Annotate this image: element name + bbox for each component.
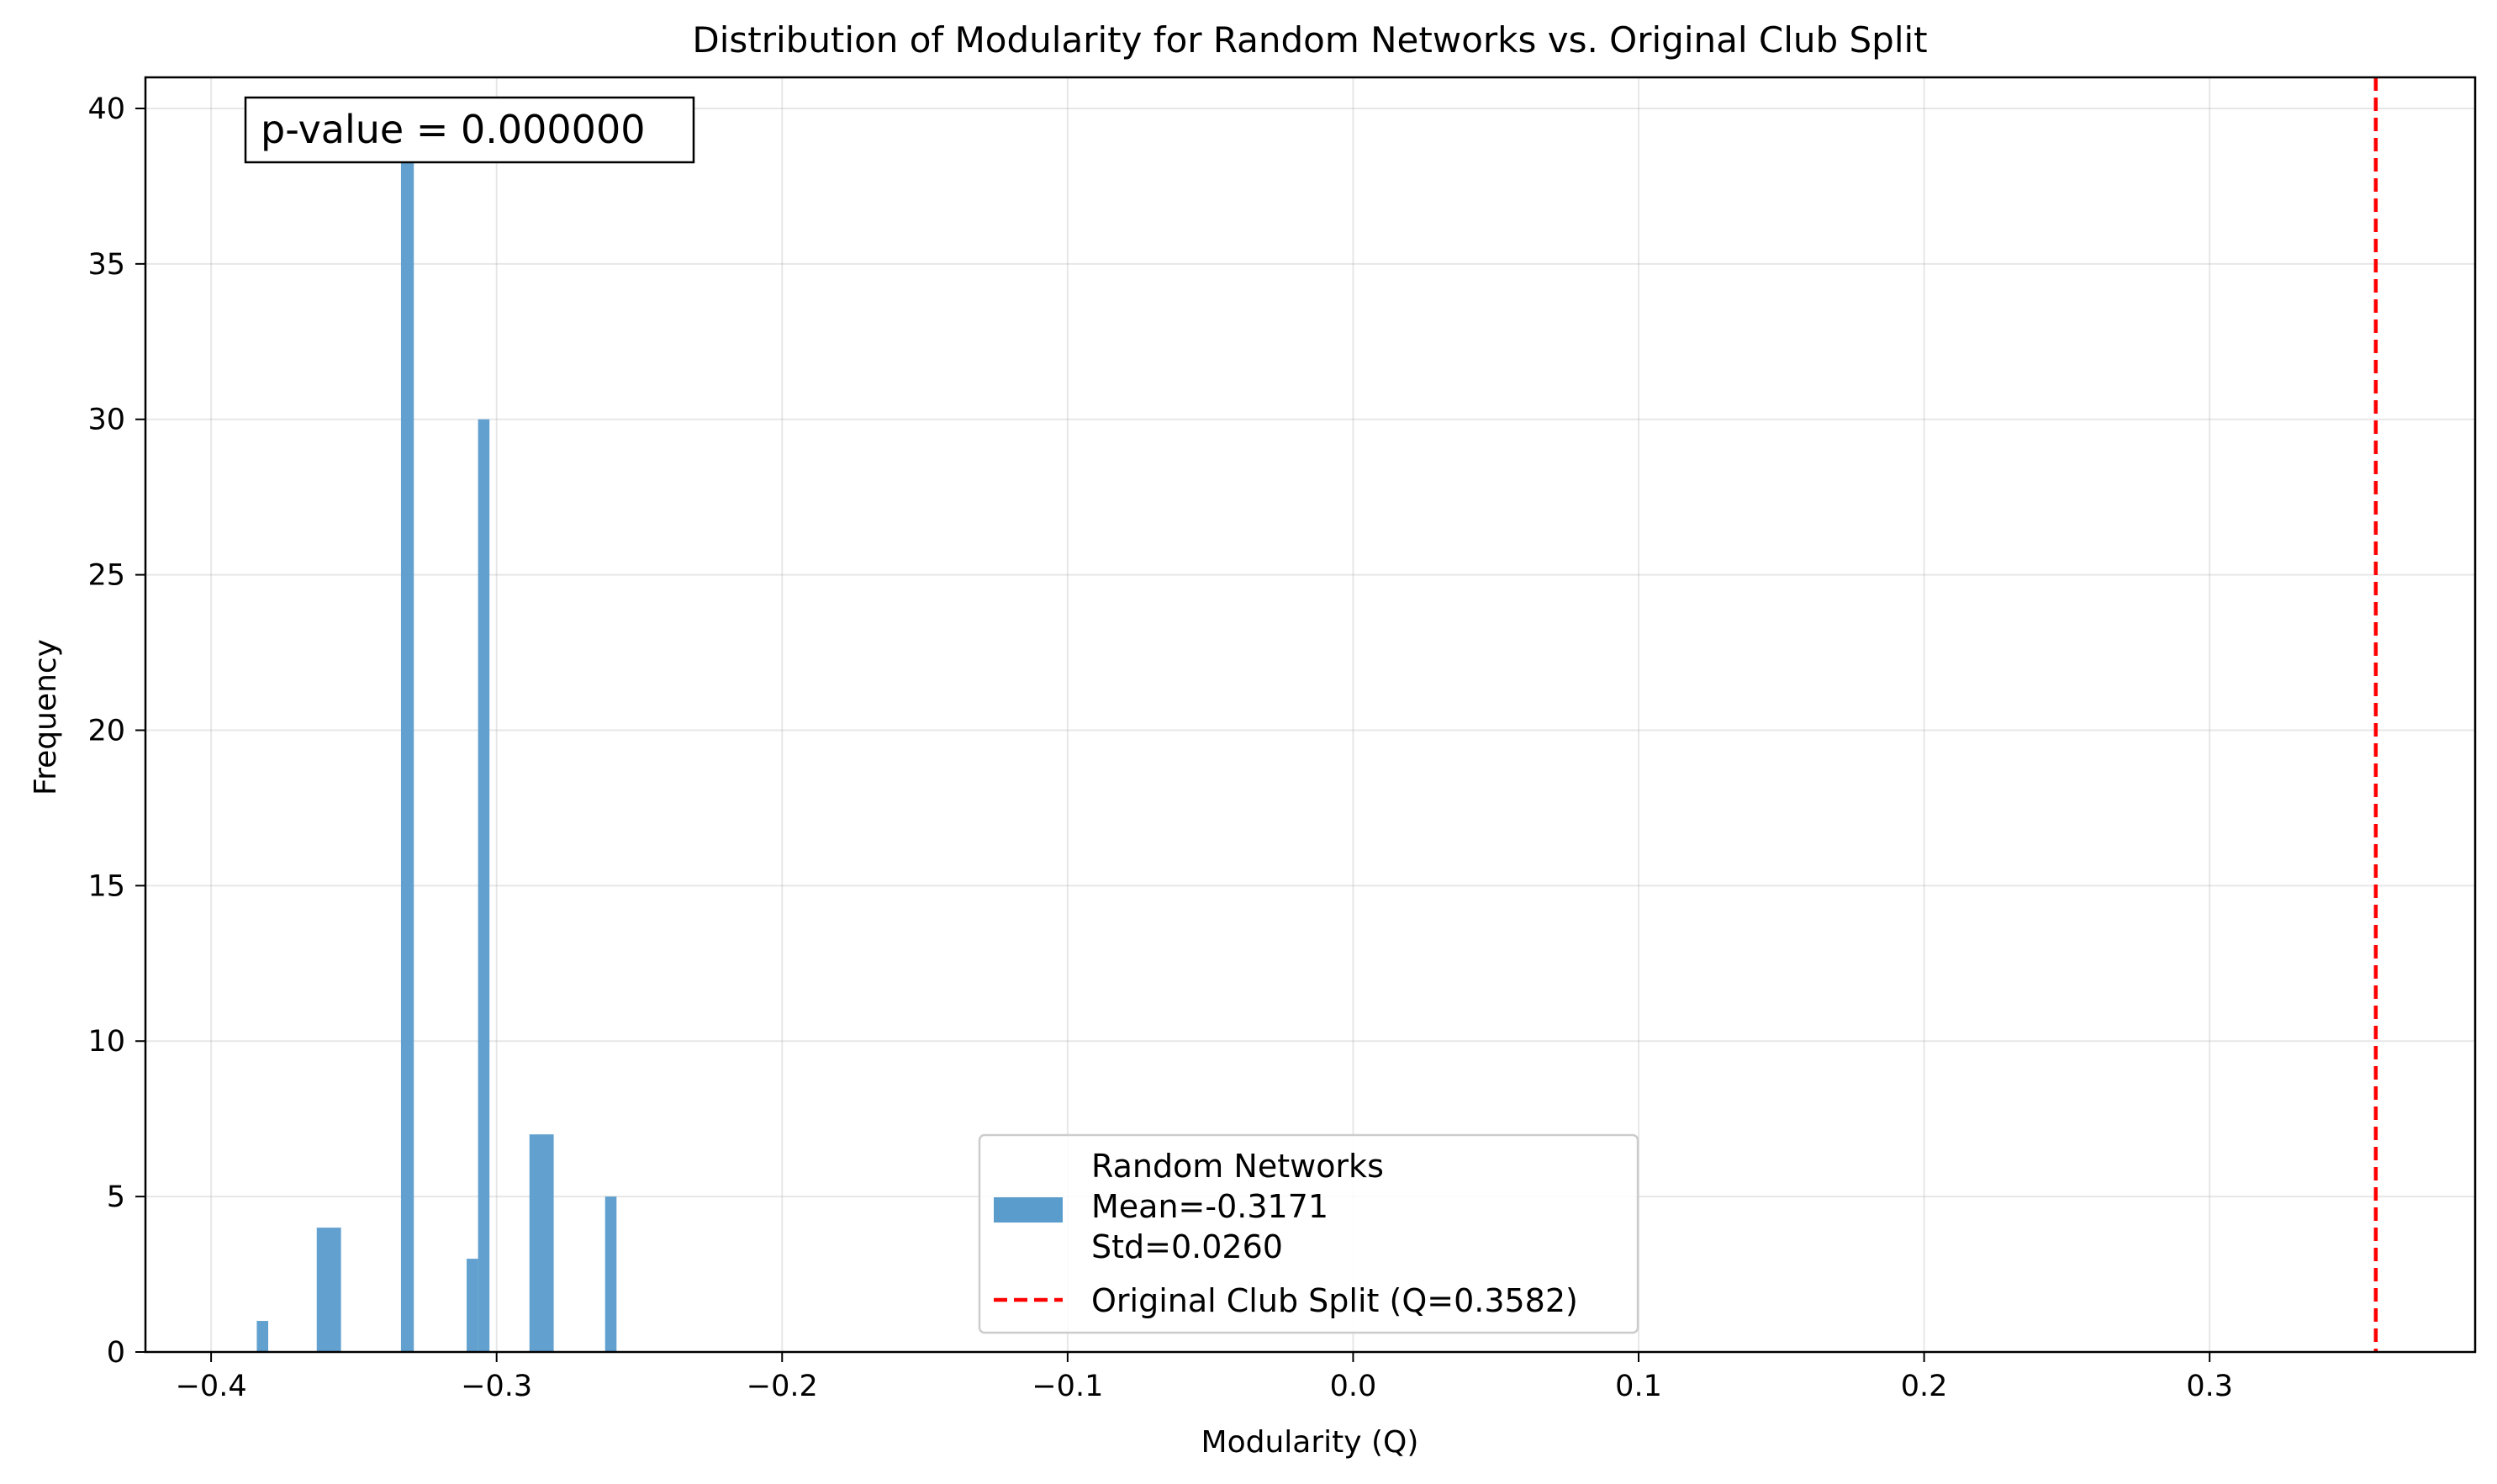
- p-value-annotation: p-value = 0.000000: [244, 96, 695, 164]
- histogram-bar: [316, 1228, 341, 1352]
- legend-patch-random-networks: [994, 1197, 1063, 1223]
- y-axis-label: Frequency: [29, 639, 63, 795]
- histogram-bar: [256, 1321, 269, 1352]
- histogram-bars: [256, 139, 617, 1353]
- p-value-box: [244, 96, 695, 164]
- x-tick-label: −0.1: [1032, 1370, 1103, 1403]
- y-tick-label: 25: [87, 559, 125, 593]
- y-tick-label: 0: [107, 1336, 125, 1370]
- plot-frame: [144, 76, 2477, 1354]
- y-tick-label: 40: [87, 92, 125, 126]
- axis-ticks: −0.4 −0.3 −0.2 −0.1 0.0 0.1 0.2 0.3 0 5 10 15 20 25 30…: [87, 92, 2233, 1403]
- legend-frame: [978, 1133, 1639, 1334]
- y-tick-label: 35: [87, 248, 125, 282]
- x-tick-label: 0.2: [1901, 1370, 1948, 1403]
- x-axis-label: Modularity (Q): [1201, 1425, 1419, 1460]
- y-tick-label: 5: [107, 1180, 125, 1214]
- x-tick-label: −0.3: [461, 1370, 532, 1403]
- x-tick-label: 0.0: [1330, 1370, 1377, 1403]
- y-tick-label: 20: [87, 714, 125, 747]
- legend-label-random-networks: Random Networks: [1091, 1148, 1384, 1185]
- x-tick-label: 0.3: [2186, 1370, 2233, 1403]
- legend-label-mean: Mean=-0.3171: [1091, 1188, 1328, 1225]
- x-tick-label: 0.1: [1615, 1370, 1662, 1403]
- legend: Random Networks Mean=-0.3171 Std=0.0260 …: [978, 1133, 1639, 1334]
- legend-label-original-split: Original Club Split (Q=0.3582): [1091, 1282, 1578, 1319]
- y-tick-label: 30: [87, 404, 125, 437]
- p-value-text: p-value = 0.000000: [261, 107, 645, 152]
- legend-label-std: Std=0.0260: [1091, 1228, 1283, 1265]
- x-tick-label: −0.2: [747, 1370, 818, 1403]
- chart-title: Distribution of Modularity for Random Ne…: [692, 19, 1927, 61]
- histogram-bar: [529, 1134, 554, 1352]
- histogram-bar: [478, 419, 490, 1353]
- x-tick-label: −0.4: [176, 1370, 247, 1403]
- y-tick-label: 15: [87, 869, 125, 903]
- histogram-bar: [467, 1259, 478, 1352]
- y-tick-label: 10: [87, 1025, 125, 1059]
- histogram-bar: [604, 1196, 617, 1352]
- histogram-bar: [400, 139, 414, 1353]
